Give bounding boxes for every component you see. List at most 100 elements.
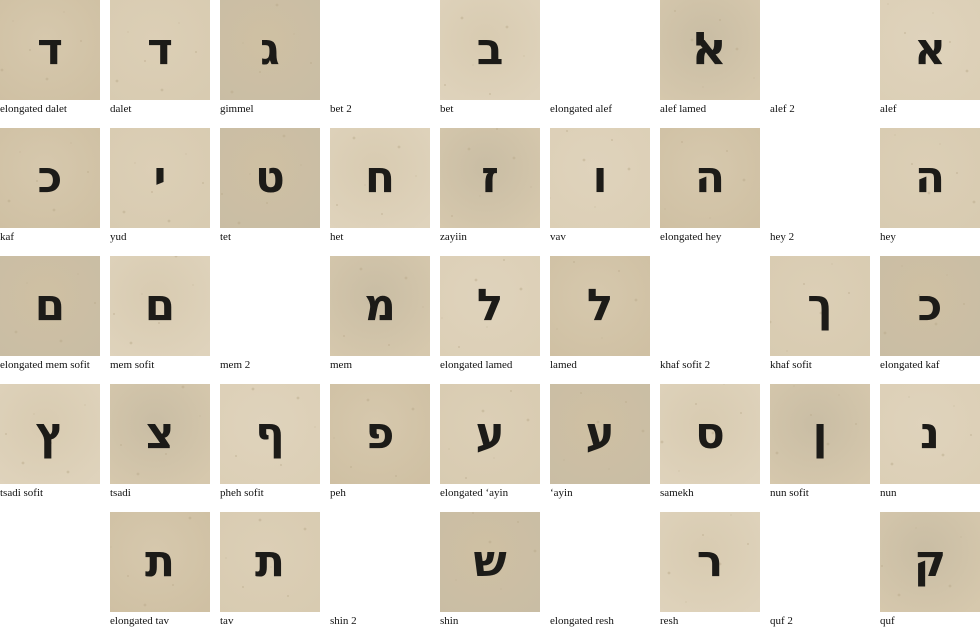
parchment-speck (953, 405, 955, 407)
parchment-speck (920, 60, 924, 64)
parchment-speck (775, 451, 779, 455)
parchment-speck (481, 409, 485, 413)
parchment-background (0, 128, 100, 228)
parchment-speck (474, 278, 478, 282)
glyph-cell: ו vav (550, 128, 650, 246)
parchment-speck (803, 283, 805, 285)
parchment-background (880, 0, 980, 100)
glyph-caption: alef (880, 103, 897, 115)
parchment-tile: מ (330, 256, 430, 356)
parchment-speck (87, 171, 89, 173)
glyph-cell: ג gimmel (220, 0, 320, 118)
parchment-speck (404, 276, 408, 280)
glyph-caption: dalet (110, 103, 132, 115)
glyph-cell: כ elongated kaf (880, 256, 980, 374)
parchment-speck (925, 425, 927, 427)
parchment-speck (5, 433, 7, 435)
glyph-cell: א alef (880, 0, 980, 118)
parchment-speck (566, 130, 568, 132)
parchment-speck (723, 384, 725, 385)
glyph-cell: ע elongated ‘ayin (440, 384, 540, 502)
parchment-speck (753, 77, 755, 79)
parchment-speck (901, 265, 903, 267)
glyph-cell: ם mem sofit (110, 256, 210, 374)
parchment-speck (66, 470, 70, 474)
glyph-caption: hey 2 (770, 231, 795, 243)
parchment-background (330, 384, 430, 484)
parchment-speck (533, 549, 537, 553)
parchment-speck (381, 213, 383, 215)
parchment-tile: א (880, 0, 980, 100)
parchment-speck (786, 350, 788, 352)
parchment-speck (26, 282, 28, 284)
parchment-speck (618, 270, 620, 272)
parchment-speck (350, 466, 352, 468)
glyph-caption: elongated hey (660, 231, 722, 243)
glyph-caption: resh (660, 615, 679, 627)
parchment-speck (718, 562, 722, 566)
glyph-caption: alef 2 (770, 103, 795, 115)
hebrew-glyph: ג (260, 24, 280, 75)
hebrew-glyph: ר (697, 536, 724, 587)
hebrew-glyph: כ (38, 152, 63, 203)
hebrew-glyph: ה (695, 152, 725, 203)
parchment-speck (127, 575, 129, 577)
parchment-speck (444, 84, 446, 86)
parchment-speck (160, 88, 164, 92)
glyph-caption: ‘ayin (550, 487, 573, 499)
parchment-speck (188, 516, 192, 520)
glyph-caption: nun sofit (770, 487, 809, 499)
parchment-speck (63, 11, 65, 13)
parchment-speck (939, 143, 941, 145)
parchment-speck (266, 202, 268, 204)
parchment-speck (19, 151, 21, 153)
parchment-background (660, 512, 760, 612)
glyph-image: א (880, 0, 980, 100)
glyph-image: ר (660, 512, 760, 612)
parchment-tile: ד (110, 0, 210, 100)
parchment-speck (530, 186, 532, 188)
parchment-speck (158, 322, 160, 324)
parchment-speck (451, 215, 453, 217)
parchment-speck (627, 167, 631, 171)
parchment-speck (143, 603, 147, 607)
parchment-background (0, 0, 100, 100)
parchment-speck (287, 595, 289, 597)
parchment-speck (726, 150, 728, 152)
parchment-speck (963, 303, 965, 305)
parchment-tile: ט (220, 128, 320, 228)
parchment-speck (70, 142, 72, 144)
glyph-image: ת (220, 512, 320, 612)
parchment-speck (127, 31, 129, 33)
parchment-background (220, 128, 320, 228)
parchment-speck (819, 311, 823, 315)
parchment-speck (838, 394, 840, 396)
parchment-background (110, 512, 210, 612)
parchment-speck (810, 414, 812, 416)
parchment-speck (934, 322, 938, 326)
parchment-speck (460, 16, 464, 20)
parchment-tile: ם (0, 256, 100, 356)
parchment-tile: ם (110, 256, 210, 356)
glyph-cell: ה hey (880, 128, 980, 246)
parchment-speck (50, 442, 52, 444)
parchment-speck (667, 571, 671, 575)
parchment-tile: ש (440, 512, 540, 612)
parchment-speck (388, 344, 390, 346)
parchment-tile: צ (110, 384, 210, 484)
glyph-caption: nun (880, 487, 897, 499)
parchment-speck (115, 79, 119, 83)
parchment-speck (110, 546, 112, 548)
parchment-speck (43, 311, 45, 313)
glyph-cell: ך khaf sofit (770, 256, 870, 374)
parchment-speck (634, 298, 638, 302)
parchment-speck (608, 468, 610, 470)
hebrew-glyph: ד (147, 24, 173, 75)
parchment-speck (144, 60, 146, 62)
parchment-tile: ח (330, 128, 430, 228)
glyph-caption: yud (110, 231, 127, 243)
glyph-image: ד (110, 0, 210, 100)
glyph-image: ז (440, 128, 540, 228)
parchment-speck (165, 453, 167, 455)
parchment-speck (33, 413, 35, 415)
